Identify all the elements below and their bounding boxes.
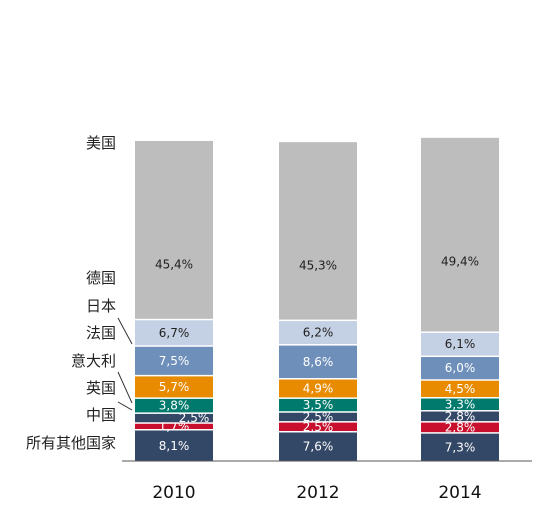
data-label-2014-1: 2,8% xyxy=(445,420,476,434)
data-label-2012-3: 3,5% xyxy=(303,398,334,412)
x-tick-2010: 2010 xyxy=(152,483,195,503)
leader-line-0 xyxy=(117,317,133,345)
bar-segment-2010-0 xyxy=(135,430,213,461)
bar-segment-2014-6 xyxy=(421,332,499,356)
bar-segment-2010-3 xyxy=(135,398,213,413)
data-label-2012-7: 45,3% xyxy=(299,259,337,273)
bar-segment-2014-4 xyxy=(421,380,499,398)
leader-line-1 xyxy=(117,371,133,404)
data-label-2010-3: 3,8% xyxy=(159,399,190,413)
bar-segment-2010-2 xyxy=(135,413,213,423)
data-label-2014-7: 49,4% xyxy=(441,254,479,268)
data-label-2012-1: 2,5% xyxy=(303,420,334,434)
bar-segment-2010-5 xyxy=(135,346,213,375)
data-label-2010-4: 5,7% xyxy=(159,380,190,394)
bar-segment-2014-5 xyxy=(421,357,499,380)
bar-segment-2014-3 xyxy=(421,398,499,411)
data-label-2010-7: 45,4% xyxy=(155,257,193,271)
data-label-2012-4: 4,9% xyxy=(303,381,334,395)
data-label-2010-5: 7,5% xyxy=(159,354,190,368)
data-label-2014-4: 4,5% xyxy=(445,382,476,396)
data-label-2012-0: 7,6% xyxy=(303,440,334,454)
data-label-2014-3: 3,3% xyxy=(445,397,476,411)
data-label-2010-2: 2,5% xyxy=(179,411,210,425)
bar-segment-2012-5 xyxy=(279,345,357,379)
bar-segment-2012-6 xyxy=(279,321,357,345)
bar-segment-2012-2 xyxy=(279,412,357,422)
legend-label-5: 英国 xyxy=(86,379,116,397)
legend-label-4: 意大利 xyxy=(71,352,116,370)
data-label-2010-0: 8,1% xyxy=(159,439,190,453)
bar-segment-2014-7 xyxy=(421,137,499,332)
data-label-2010-1: 1,7% xyxy=(159,419,190,433)
data-label-2012-5: 8,6% xyxy=(303,355,334,369)
bar-segment-2014-2 xyxy=(421,411,499,422)
legend-label-6: 中国 xyxy=(86,406,116,424)
legend-label-1: 德国 xyxy=(86,269,116,287)
bar-segment-2012-3 xyxy=(279,398,357,412)
bar-segment-2012-1 xyxy=(279,422,357,431)
x-tick-2014: 2014 xyxy=(438,483,481,503)
leader-line-2 xyxy=(117,401,133,411)
bar-segment-2010-7 xyxy=(135,140,213,319)
legend-label-2: 日本 xyxy=(86,297,116,315)
legend-label-3: 法国 xyxy=(86,324,116,342)
bar-segment-2010-1 xyxy=(135,423,213,430)
legend-label-0: 美国 xyxy=(86,134,116,152)
bar-segment-2010-6 xyxy=(135,320,213,346)
data-label-2014-5: 6,0% xyxy=(445,361,476,375)
data-label-2012-2: 2,5% xyxy=(303,410,334,424)
bar-segment-2010-4 xyxy=(135,376,213,398)
bar-segment-2012-4 xyxy=(279,379,357,398)
bar-segment-2014-1 xyxy=(421,422,499,433)
data-label-2014-0: 7,3% xyxy=(445,440,476,454)
bar-segment-2014-0 xyxy=(421,433,499,461)
data-label-2014-2: 2,8% xyxy=(445,409,476,423)
bar-segment-2012-0 xyxy=(279,432,357,461)
data-label-2012-6: 6,2% xyxy=(303,326,334,340)
legend-label-7: 所有其他国家 xyxy=(26,434,116,452)
x-tick-labels: 2010 2012 2014 xyxy=(152,483,481,503)
bars-layer: 8,1%1,7%2,5%3,8%5,7%7,5%6,7%45,4%7,6%2,5… xyxy=(135,137,499,461)
data-label-2014-6: 6,1% xyxy=(445,337,476,351)
x-tick-2012: 2012 xyxy=(296,483,339,503)
data-label-2010-6: 6,7% xyxy=(159,326,190,340)
bar-segment-2012-7 xyxy=(279,142,357,320)
